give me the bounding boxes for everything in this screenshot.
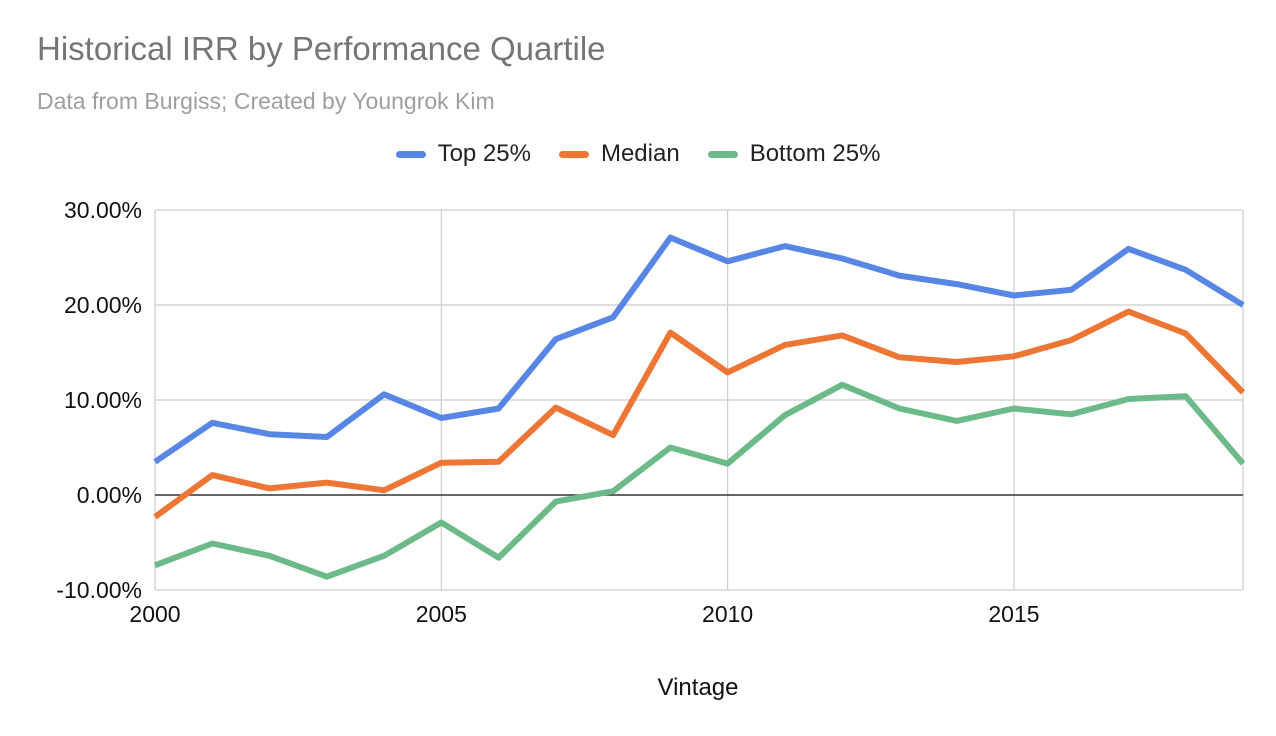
y-tick-label: 0.00% — [77, 482, 142, 508]
legend-item-median[interactable]: Median — [558, 140, 680, 168]
x-axis-title: Vintage — [658, 674, 739, 701]
series-lines — [153, 234, 1246, 580]
legend-swatch-top-25 — [395, 150, 426, 158]
legend-swatch-bottom-25 — [707, 150, 738, 158]
legend-label-top-25: Top 25% — [437, 140, 531, 167]
y-tick-label: 30.00% — [64, 197, 142, 223]
y-tick-label: 10.00% — [64, 387, 142, 413]
series-line-top-25 — [153, 234, 1245, 465]
x-axis-tick-labels: 2000 2005 2010 2015 — [129, 601, 1039, 627]
y-axis-tick-labels: -10.00% 0.00% 10.00% 20.00% 30.00% — [56, 197, 142, 603]
legend-item-bottom-25[interactable]: Bottom 25% — [707, 140, 881, 168]
legend-item-top-25[interactable]: Top 25% — [395, 140, 531, 168]
legend-swatch-median — [558, 150, 589, 158]
legend: Top 25% Median Bottom 25% — [0, 140, 1276, 168]
legend-label-median: Median — [600, 140, 680, 167]
chart-title: Historical IRR by Performance Quartile — [37, 30, 606, 67]
series-line-median — [153, 308, 1246, 520]
series-line-bottom-25 — [153, 381, 1246, 580]
gridlines — [154, 209, 1244, 591]
chart-subtitle: Data from Burgiss; Created by Youngrok K… — [37, 88, 495, 114]
y-tick-label: -10.00% — [56, 577, 142, 603]
x-tick-label: 2000 — [129, 601, 180, 627]
legend-label-bottom-25: Bottom 25% — [749, 140, 881, 167]
y-tick-label: 20.00% — [64, 292, 142, 318]
x-tick-label: 2005 — [416, 601, 467, 627]
x-tick-label: 2010 — [702, 601, 753, 627]
x-tick-label: 2015 — [988, 601, 1039, 627]
